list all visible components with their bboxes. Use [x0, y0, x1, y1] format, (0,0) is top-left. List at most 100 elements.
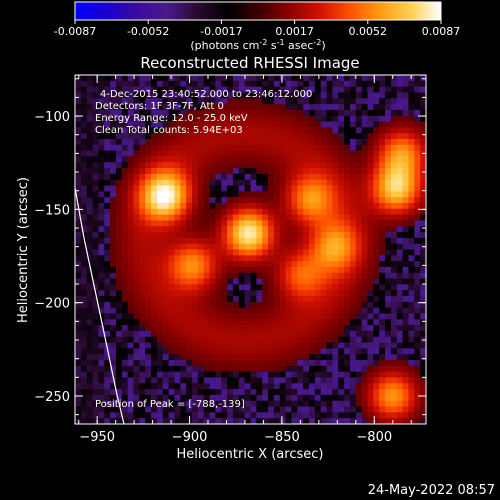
- heatmap-cell: [186, 162, 193, 169]
- heatmap-cell: [98, 296, 105, 303]
- heatmap-cell: [367, 86, 374, 94]
- heatmap-cell: [80, 336, 88, 344]
- heatmap-cell: [232, 400, 240, 408]
- heatmap-cell: [186, 342, 193, 349]
- heatmap-cell: [385, 307, 392, 315]
- heatmap-cell: [244, 377, 252, 384]
- heatmap-cell: [420, 214, 426, 222]
- heatmap-cell: [192, 92, 199, 99]
- heatmap-cell: [232, 179, 240, 187]
- heatmap-cell: [320, 418, 328, 424]
- heatmap-cell: [133, 301, 140, 309]
- heatmap-cell: [355, 197, 363, 204]
- heatmap-cell: [104, 226, 111, 233]
- heatmap-cell: [361, 360, 369, 367]
- heatmap-cell: [197, 115, 205, 123]
- heatmap-cell: [268, 365, 275, 373]
- heatmap-cell: [285, 115, 293, 123]
- heatmap-cell: [244, 191, 252, 198]
- heatmap-cell: [291, 185, 298, 192]
- heatmap-cell: [104, 150, 111, 158]
- heatmap-cell: [203, 127, 211, 134]
- heatmap-cell: [203, 330, 211, 338]
- heatmap-cell: [110, 133, 117, 140]
- heatmap-cell: [133, 191, 140, 198]
- heatmap-cell: [92, 330, 99, 338]
- heatmap-cell: [396, 278, 404, 285]
- heatmap-cell: [145, 313, 152, 320]
- heatmap-cell: [373, 377, 380, 384]
- heatmap-cell: [174, 185, 181, 192]
- heatmap-cell: [379, 296, 386, 303]
- heatmap-cell: [285, 202, 293, 210]
- heatmap-cell: [139, 127, 146, 134]
- heatmap-cell: [349, 197, 357, 204]
- heatmap-cell: [385, 301, 392, 309]
- heatmap-cell: [232, 98, 240, 105]
- heatmap-cell: [396, 197, 404, 204]
- heatmap-cell: [262, 272, 269, 280]
- heatmap-cell: [390, 237, 398, 245]
- heatmap-cell: [203, 86, 211, 94]
- heatmap-cell: [367, 301, 374, 309]
- heatmap-cell: [133, 307, 140, 315]
- heatmap-cell: [320, 173, 328, 181]
- heatmap-cell: [326, 86, 333, 94]
- heatmap-cell: [303, 255, 310, 262]
- heatmap-cell: [244, 144, 252, 152]
- heatmap-cell: [414, 278, 421, 285]
- heatmap-cell: [344, 185, 351, 192]
- heatmap-cell: [344, 162, 351, 169]
- heatmap-cell: [139, 290, 146, 297]
- heatmap-cell: [221, 138, 228, 146]
- heatmap-cell: [215, 377, 222, 384]
- heatmap-cell: [361, 342, 369, 349]
- heatmap-cell: [349, 301, 357, 309]
- heatmap-cell: [244, 371, 252, 379]
- heatmap-cell: [115, 185, 123, 192]
- heatmap-cell: [92, 278, 99, 285]
- heatmap-cell: [197, 156, 205, 163]
- heatmap-cell: [256, 266, 263, 274]
- heatmap-cell: [86, 365, 94, 373]
- heatmap-cell: [209, 284, 216, 291]
- heatmap-cell: [227, 191, 234, 198]
- heatmap-cell: [127, 284, 135, 291]
- heatmap-cell: [314, 354, 322, 361]
- heatmap-cell: [133, 214, 140, 222]
- heatmap-cell: [273, 389, 281, 396]
- heatmap-cell: [285, 220, 293, 227]
- heatmap-cell: [379, 307, 386, 315]
- heatmap-cell: [285, 127, 293, 134]
- heatmap-cell: [256, 162, 263, 169]
- heatmap-cell: [110, 202, 117, 210]
- heatmap-cell: [197, 168, 205, 175]
- heatmap-cell: [314, 336, 322, 344]
- heatmap-cell: [215, 179, 222, 187]
- heatmap-cell: [279, 121, 287, 128]
- heatmap-cell: [86, 173, 94, 181]
- heatmap-cell: [402, 208, 410, 216]
- heatmap-cell: [186, 202, 193, 210]
- heatmap-image: [75, 75, 426, 424]
- heatmap-cell: [379, 360, 386, 367]
- heatmap-cell: [145, 162, 152, 169]
- heatmap-cell: [367, 80, 374, 88]
- heatmap-cell: [320, 342, 328, 349]
- heatmap-cell: [192, 173, 199, 181]
- heatmap-cell: [227, 365, 234, 373]
- heatmap-cell: [256, 232, 263, 239]
- heatmap-cell: [361, 220, 369, 227]
- heatmap-cell: [420, 313, 426, 320]
- heatmap-cell: [402, 278, 410, 285]
- heatmap-cell: [303, 86, 310, 94]
- heatmap-cell: [98, 191, 105, 198]
- heatmap-cell: [285, 197, 293, 204]
- heatmap-cell: [332, 191, 339, 198]
- heatmap-cell: [390, 389, 398, 396]
- heatmap-cell: [396, 144, 404, 152]
- heatmap-cell: [232, 284, 240, 291]
- heatmap-cell: [309, 226, 316, 233]
- heatmap-cell: [256, 290, 263, 297]
- heatmap-cell: [349, 127, 357, 134]
